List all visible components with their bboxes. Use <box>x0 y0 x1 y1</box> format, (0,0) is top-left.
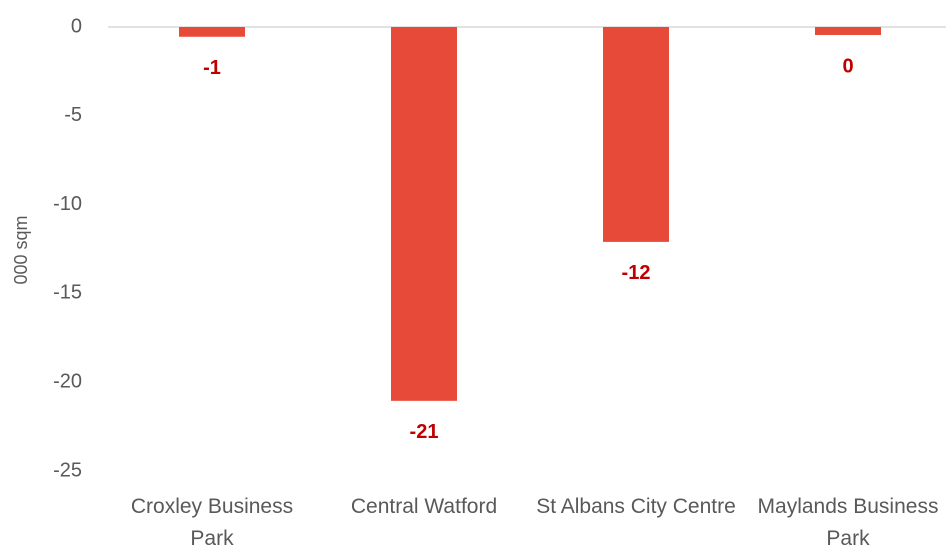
y-axis-label: 000 sqm <box>11 215 31 284</box>
x-tick-label: Maylands Business Park <box>757 495 939 550</box>
value-label: 0 <box>842 55 853 77</box>
value-label: -21 <box>410 421 439 443</box>
x-tick-label: St Albans City Centre <box>536 495 736 518</box>
y-tick-label: -20 <box>53 370 82 392</box>
y-tick-label: -15 <box>53 282 82 304</box>
y-tick-label: -10 <box>53 193 82 215</box>
bar <box>603 27 669 242</box>
value-label: -12 <box>622 262 651 284</box>
y-tick-label: -25 <box>53 459 82 481</box>
x-tick-label: Central Watford <box>350 495 498 518</box>
y-tick-label: 0 <box>71 15 82 37</box>
x-tick-label: Croxley Business Park <box>130 495 294 550</box>
bar <box>391 27 457 401</box>
bar <box>179 27 245 37</box>
bar <box>815 27 881 35</box>
y-tick-label: -5 <box>64 104 82 126</box>
value-label: -1 <box>203 57 221 79</box>
